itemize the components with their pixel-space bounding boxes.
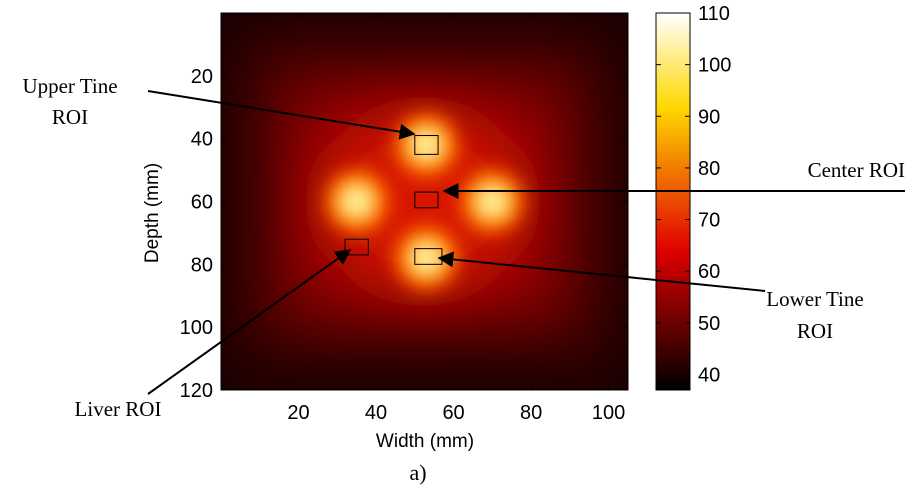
hotspot-peak bbox=[484, 193, 501, 210]
colorbar-tick-label: 70 bbox=[698, 210, 720, 232]
hotspot bbox=[394, 226, 459, 291]
center-roi-label: Center ROI bbox=[808, 158, 905, 182]
y-tick-label: 100 bbox=[180, 317, 213, 339]
colorbar-tick-label: 40 bbox=[698, 365, 720, 387]
hotspot-peak bbox=[418, 250, 435, 267]
y-tick-label: 120 bbox=[180, 380, 213, 402]
hotspot bbox=[460, 169, 525, 234]
colorbar-tick-label: 80 bbox=[698, 158, 720, 180]
x-tick-label: 80 bbox=[520, 402, 542, 424]
hotspot-peak bbox=[348, 193, 365, 210]
x-tick-label: 60 bbox=[442, 402, 464, 424]
x-tick-label: 100 bbox=[592, 402, 625, 424]
roi-layer bbox=[344, 135, 443, 265]
heat-glow bbox=[240, 38, 609, 359]
hotspot bbox=[394, 112, 459, 177]
upper-tine-label-line1: Upper Tine bbox=[22, 74, 117, 98]
lower-tine-arrow bbox=[437, 251, 766, 292]
colorbar-ticks: 40 50 60 70 80 90 100 110 bbox=[656, 3, 731, 387]
colorbar-tick-label: 60 bbox=[698, 261, 720, 283]
roi-box bbox=[414, 191, 439, 209]
hotspot bbox=[324, 169, 389, 234]
annotations: Upper Tine ROI Center ROI Lower Tine ROI… bbox=[22, 74, 905, 421]
y-tick-label: 40 bbox=[191, 129, 213, 151]
hotspot-peak bbox=[418, 136, 435, 153]
colorbar bbox=[655, 12, 691, 391]
upper-tine-label-line2: ROI bbox=[52, 105, 88, 129]
y-axis-ticks: 20 40 60 80 100 120 bbox=[180, 66, 628, 402]
lower-tine-label-line1: Lower Tine bbox=[766, 287, 863, 311]
x-axis-label: Width (mm) bbox=[376, 431, 474, 452]
y-tick-label: 60 bbox=[191, 192, 213, 214]
heatmap-plot-area bbox=[221, 13, 628, 390]
colorbar-tick-label: 50 bbox=[698, 313, 720, 335]
x-tick-label: 20 bbox=[287, 402, 309, 424]
liver-roi-label: Liver ROI bbox=[75, 397, 162, 421]
y-tick-label: 20 bbox=[191, 66, 213, 88]
roi-box bbox=[414, 135, 439, 155]
figure-caption: a) bbox=[409, 460, 426, 485]
lower-tine-label-line2: ROI bbox=[797, 319, 833, 343]
roi-box bbox=[344, 238, 369, 256]
colorbar-tick-label: 90 bbox=[698, 106, 720, 128]
x-axis-ticks: 20 40 60 80 100 bbox=[287, 13, 625, 424]
hotspot-layer bbox=[324, 112, 525, 291]
upper-tine-arrow bbox=[147, 90, 416, 140]
y-tick-label: 80 bbox=[191, 254, 213, 276]
colorbar-tick-label: 100 bbox=[698, 55, 731, 77]
y-axis-label: Depth (mm) bbox=[142, 163, 163, 263]
heat-layer bbox=[240, 38, 609, 359]
colorbar-tick-label: 110 bbox=[698, 3, 730, 25]
heat-region-inner bbox=[323, 115, 522, 288]
liver-roi-arrow bbox=[147, 249, 352, 395]
x-tick-label: 40 bbox=[365, 402, 387, 424]
